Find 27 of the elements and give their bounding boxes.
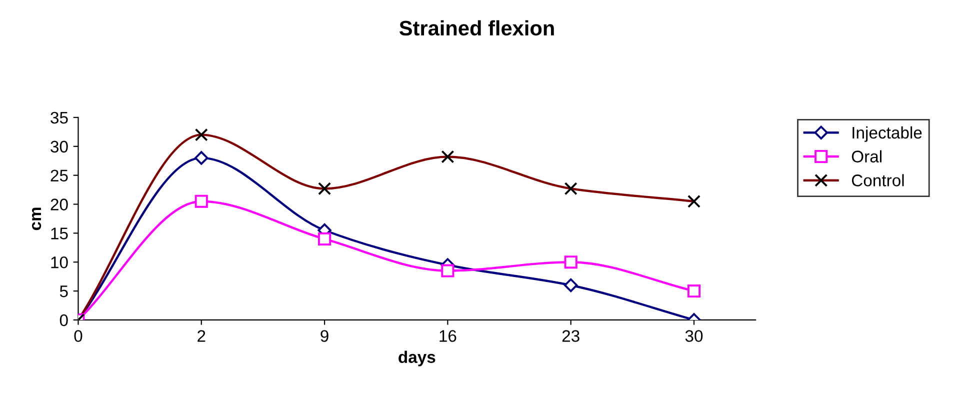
x-tick-label: 2 xyxy=(198,330,206,342)
y-tick-label: 35 xyxy=(50,112,68,124)
x-tick-label: 16 xyxy=(440,330,456,342)
y-axis-title: cm xyxy=(32,208,42,230)
point xyxy=(441,264,454,278)
y-tick-label: 30 xyxy=(50,140,68,153)
y-tick-label: 0 xyxy=(60,314,68,326)
point xyxy=(194,151,208,165)
x-tick-label: 0 xyxy=(74,330,82,342)
x-tick-label: 9 xyxy=(320,330,328,342)
x-tick-label: 23 xyxy=(562,330,580,342)
chart-title: Strained flexion xyxy=(399,20,554,36)
point xyxy=(194,194,208,208)
legend-label: Oral xyxy=(852,150,882,162)
y-tick-label: 20 xyxy=(50,198,68,210)
x-tick-label: 30 xyxy=(685,330,703,342)
y-tick-label: 25 xyxy=(50,170,68,182)
point xyxy=(687,284,701,298)
legend-label: Injectable xyxy=(852,126,922,142)
point xyxy=(564,278,578,292)
y-tick-label: 15 xyxy=(51,228,68,240)
y-tick-label: 10 xyxy=(51,256,68,268)
point xyxy=(318,232,332,246)
legend-label: Control xyxy=(852,174,904,186)
point xyxy=(564,256,578,269)
x-axis-title: days xyxy=(398,350,436,366)
y-tick-label: 5 xyxy=(60,286,68,298)
